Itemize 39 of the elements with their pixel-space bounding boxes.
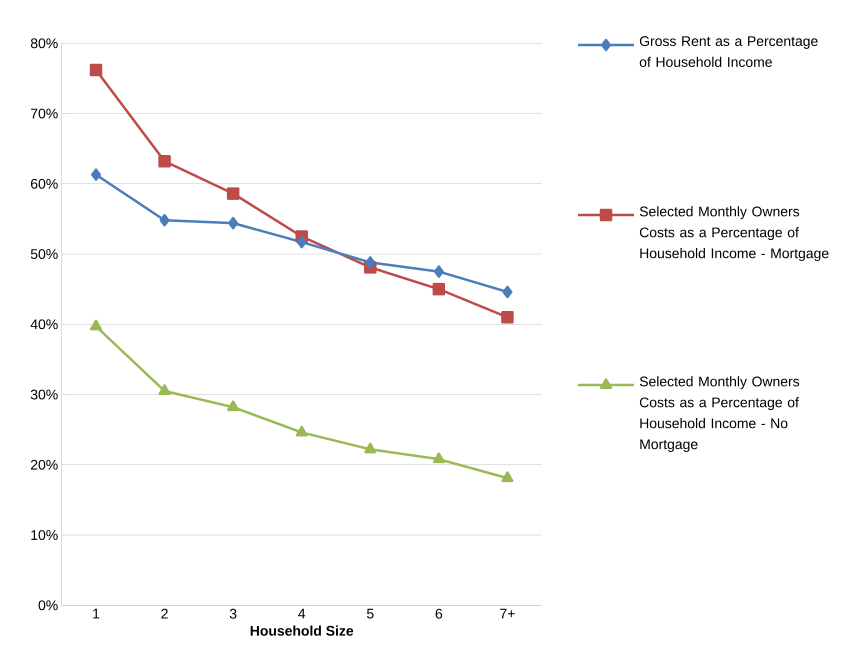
y-tick-label: 70% (31, 108, 58, 118)
point (434, 265, 444, 278)
x-tick-label: 7+ (500, 608, 515, 618)
point (432, 282, 446, 296)
x-tick-label: 3 (230, 608, 236, 619)
point (502, 286, 512, 298)
y-tick-label: 30% (30, 390, 58, 400)
legend-label: Selected Monthly Owners Costs as a Percentage of Household Income - Mortgage (640, 206, 828, 262)
point (228, 216, 238, 230)
y-tick-label: 80% (30, 38, 58, 48)
point (296, 426, 308, 436)
point (91, 168, 102, 181)
point (365, 256, 376, 269)
y-tick-label: 40% (30, 319, 58, 330)
point (160, 214, 170, 227)
legend-label: Gross Rent as a Percentage of Household Income (640, 36, 818, 67)
x-tick-label: 1 (93, 608, 100, 618)
point (158, 384, 171, 396)
y-tick-label: 10% (31, 530, 58, 540)
x-axis-title: Household Size (250, 626, 354, 636)
point (296, 236, 307, 248)
point (501, 471, 514, 482)
point (501, 311, 514, 324)
x-tick-label: 4 (298, 608, 306, 618)
y-tick-label: 20% (30, 460, 58, 470)
x-tick-label: 5 (366, 608, 374, 619)
point (90, 320, 102, 330)
point (432, 452, 445, 464)
point (364, 442, 376, 454)
y-tick-label: 50% (30, 249, 58, 259)
point (90, 64, 102, 76)
point (226, 187, 240, 200)
x-tick-label: 6 (436, 608, 442, 619)
y-tick-label: 60% (30, 178, 58, 189)
point (158, 155, 171, 168)
point (227, 400, 240, 412)
legend-label: Selected Monthly Owners Costs as a Percentage of Household Income - No Mortgage (640, 376, 800, 452)
y-tick-label: 0% (38, 600, 58, 610)
x-tick-label: 2 (161, 608, 168, 619)
